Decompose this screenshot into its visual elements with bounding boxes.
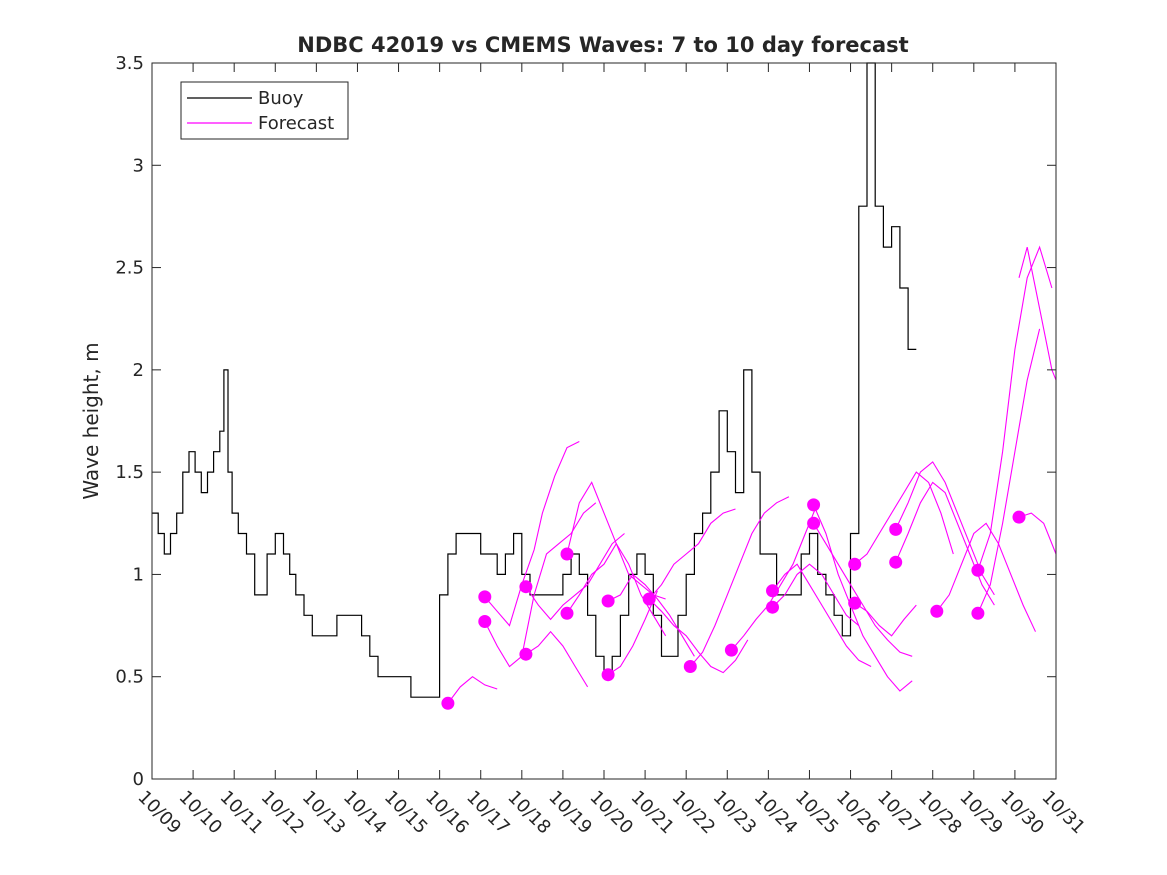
forecast-marker [1012, 510, 1026, 524]
forecast-marker [519, 647, 533, 661]
plot-lines [152, 62, 1057, 710]
forecast-line-2 [484, 441, 580, 627]
legend-label: Forecast [258, 113, 334, 134]
forecast-marker [889, 555, 903, 569]
y-tick-label: 0 [133, 769, 144, 790]
forecast-line-11 [648, 508, 736, 600]
y-tick-label: 2.5 [115, 258, 144, 279]
forecast-line-8 [607, 573, 695, 657]
forecast-line-17 [813, 523, 913, 657]
forecast-marker [519, 580, 533, 594]
forecast-marker [478, 615, 492, 628]
forecast-marker [441, 696, 455, 710]
forecast-line-14 [772, 563, 872, 667]
forecast-marker [642, 592, 656, 606]
forecast-marker [560, 606, 574, 620]
forecast-line-18 [854, 471, 954, 565]
forecast-marker [807, 516, 821, 530]
forecast-line-1 [447, 676, 498, 704]
forecast-marker [601, 594, 615, 608]
legend-label: Buoy [258, 88, 304, 109]
forecast-line-12 [689, 496, 790, 667]
forecast-line-22 [936, 522, 1036, 632]
forecast-marker [971, 606, 985, 620]
legend: Buoy Forecast [180, 81, 349, 140]
forecast-line-23 [977, 245, 1053, 571]
forecast-line-3 [484, 502, 597, 668]
forecast-marker [724, 643, 738, 657]
y-axis-label: Wave height, m [79, 342, 103, 499]
y-tick-label: 3 [133, 155, 144, 176]
forecast-marker [848, 596, 862, 610]
buoy-series-line [152, 62, 917, 698]
y-tick-label: 3.5 [115, 53, 144, 74]
forecast-line-9 [607, 590, 658, 676]
forecast-line-4 [525, 533, 625, 621]
forecast-marker [971, 563, 985, 577]
y-tick-label: 0.5 [115, 667, 144, 688]
forecast-marker [766, 584, 779, 598]
forecast-marker [683, 660, 697, 673]
forecast-line-24 [977, 328, 1041, 614]
forecast-line-5 [525, 630, 589, 688]
chart-title: NDBC 42019 vs CMEMS Waves: 7 to 10 day f… [297, 33, 908, 57]
forecast-line-10 [648, 598, 749, 674]
y-tick-label: 1.5 [115, 462, 144, 483]
forecast-marker [807, 498, 821, 512]
forecast-line-26 [1018, 246, 1057, 381]
forecast-marker [560, 547, 574, 561]
forecast-marker [478, 590, 492, 604]
forecast-marker [601, 668, 615, 682]
y-tick-label: 2 [133, 360, 144, 381]
forecast-line-19 [854, 602, 917, 637]
forecast-marker [766, 600, 779, 614]
forecast-marker [848, 557, 862, 571]
forecast-line-16 [813, 504, 913, 692]
forecast-marker [930, 604, 944, 618]
forecast-marker [889, 522, 903, 536]
y-tick-label: 1 [133, 564, 144, 585]
forecast-line-15 [772, 563, 860, 627]
legend-box [180, 81, 349, 140]
